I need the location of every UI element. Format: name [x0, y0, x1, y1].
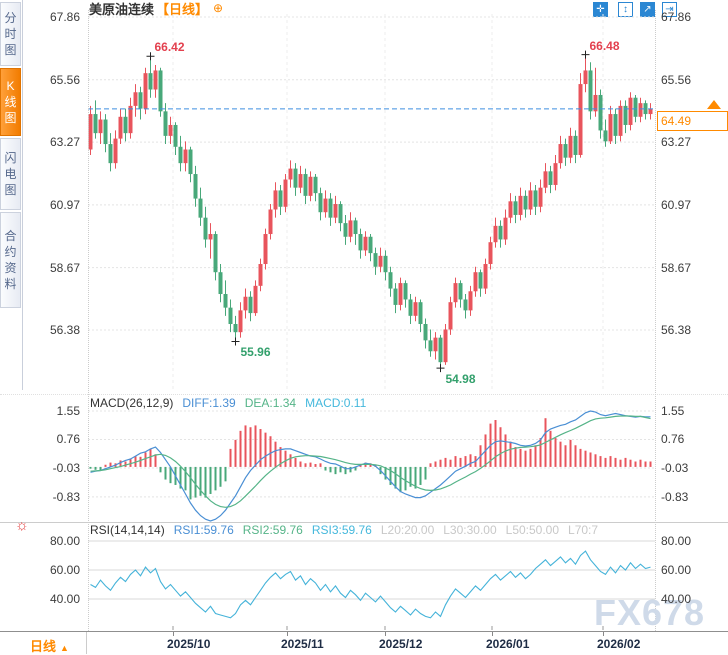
price-tick-label: 80.00: [661, 534, 692, 548]
month-label: 2026/01: [486, 637, 530, 651]
price-tick-label: 65.56: [661, 72, 692, 87]
month-label: 2025/10: [167, 637, 211, 651]
annotation-3: 54.98: [445, 372, 476, 387]
legend-item: L20:20.00: [380, 523, 435, 537]
sidebar-tab-char: 闪: [4, 151, 17, 165]
axis-strip-separator: [86, 632, 87, 654]
legend-item: DIFF:1.39: [182, 396, 236, 410]
legend-item: DEA:1.34: [244, 396, 297, 410]
rsi-settings-icon[interactable]: ☼: [15, 517, 29, 534]
month-tick: [173, 632, 174, 636]
sidebar-tab-char: 分: [4, 11, 17, 25]
price-tick-label: 0.76: [56, 432, 80, 447]
price-tick-label: -0.83: [52, 489, 80, 504]
month-tick: [603, 632, 604, 636]
price-tick-label: 56.38: [661, 323, 692, 337]
legend-item: RSI2:59.76: [242, 523, 303, 537]
month-tick: [287, 632, 288, 636]
month-tick: [492, 632, 493, 636]
price-tick-label: 40.00: [661, 592, 692, 606]
legend-item: L70:7: [568, 523, 599, 537]
rsi-legend-row: RSI(14,14,14) RSI1:59.76 RSI2:59.76 RSI3:59…: [90, 523, 654, 537]
watermark: FX678: [594, 592, 706, 633]
legend-item: L50:50.00: [505, 523, 560, 537]
price-tick-label: 67.86: [661, 10, 692, 24]
sidebar-tab-char: 线: [4, 95, 17, 109]
sidebar-tab-2[interactable]: 闪电图: [0, 138, 21, 210]
sidebar-tab-char: 时: [4, 27, 17, 41]
sidebar-tab-char: 图: [4, 183, 17, 197]
price-tick-label: 65.56: [49, 72, 80, 87]
annotation-0: 66.42: [154, 40, 185, 55]
month-tick: [385, 632, 386, 636]
axis-scale-icon[interactable]: ↗: [640, 2, 655, 17]
month-label: 2025/11: [281, 637, 324, 651]
price-tick-label: 60.00: [49, 563, 80, 577]
price-tick-label: 58.67: [661, 260, 692, 275]
macd-panel[interactable]: [88, 402, 655, 523]
price-tick-label: 63.27: [661, 135, 692, 150]
price-tick-label: 56.38: [49, 323, 80, 337]
sidebar-tab-0[interactable]: 分时图: [0, 2, 21, 66]
chart-toolbar: ✛ ↕ ↗ ⇥: [592, 2, 692, 18]
legend-item: MACD:0.11: [305, 396, 367, 410]
price-tick-label: 63.27: [49, 135, 80, 150]
month-label: 2025/12: [379, 637, 423, 651]
sidebar-tab-char: 资: [4, 261, 17, 275]
legend-item: RSI(14,14,14): [90, 523, 165, 537]
rsi-panel[interactable]: [88, 526, 655, 630]
price-tick-label: 58.67: [49, 260, 80, 275]
sidebar-tab-char: 约: [4, 245, 17, 259]
annotation-1: 66.48: [589, 38, 620, 53]
add-indicator-icon[interactable]: ⊕: [213, 1, 224, 15]
panel-divider-main-macd: [0, 394, 728, 395]
chart-title-bar: 美原油连续 【日线】 ⊕: [89, 1, 224, 18]
sidebar-tab-char: 料: [4, 277, 17, 291]
price-tick-label: -0.83: [661, 489, 689, 504]
candlestick-chart[interactable]: [88, 10, 655, 392]
plot-left-border: [88, 10, 89, 631]
fit-height-icon[interactable]: ↕: [618, 2, 633, 17]
legend-item: L30:30.00: [443, 523, 497, 537]
price-tick-label: 67.86: [49, 10, 80, 24]
current-price-label: 64.49: [657, 111, 728, 131]
price-tick-label: 60.00: [661, 563, 692, 577]
period-tab-daily[interactable]: 日线 ▲: [30, 636, 69, 655]
instrument-name: 美原油连续: [89, 2, 155, 17]
price-tick-label: -0.03: [661, 461, 689, 475]
macd-legend-row: MACD(26,12,9) DIFF:1.39 DEA:1.34 MACD:0.11: [90, 396, 654, 410]
sidebar-tab-char: 合: [4, 229, 17, 243]
month-label: 2026/02: [597, 637, 641, 651]
legend-item: RSI3:59.76: [311, 523, 372, 537]
pan-right-icon[interactable]: ⇥: [662, 2, 677, 17]
price-tick-label: 1.55: [661, 403, 685, 418]
sidebar-tab-3[interactable]: 合约资料: [0, 212, 21, 308]
period-tab-label: 日线: [30, 639, 57, 654]
price-tick-label: 0.76: [661, 432, 685, 447]
sidebar-tab-char: 电: [4, 167, 17, 181]
price-tick-label: 60.97: [49, 197, 80, 212]
legend-item: RSI1:59.76: [173, 523, 234, 537]
price-tick-label: 40.00: [49, 592, 80, 606]
sidebar-tab-char: 图: [4, 43, 17, 57]
sidebar-tab-char: 图: [4, 111, 17, 125]
annotation-2: 55.96: [240, 345, 271, 360]
period-tab-arrow-icon: ▲: [60, 643, 69, 653]
axis-strip-border: [0, 631, 728, 632]
price-tick-label: -0.03: [52, 461, 80, 475]
plot-right-border: [655, 10, 656, 631]
panel-divider-macd-rsi: [0, 522, 728, 523]
price-tick-label: 60.97: [661, 197, 692, 212]
sidebar-tab-char: K: [6, 79, 15, 93]
price-tick-label: 80.00: [49, 534, 80, 548]
price-tick-label: 1.55: [56, 403, 80, 418]
legend-item: MACD(26,12,9): [90, 396, 174, 410]
period-tag: 【日线】: [156, 2, 209, 17]
price-up-arrow-icon: [707, 100, 721, 109]
